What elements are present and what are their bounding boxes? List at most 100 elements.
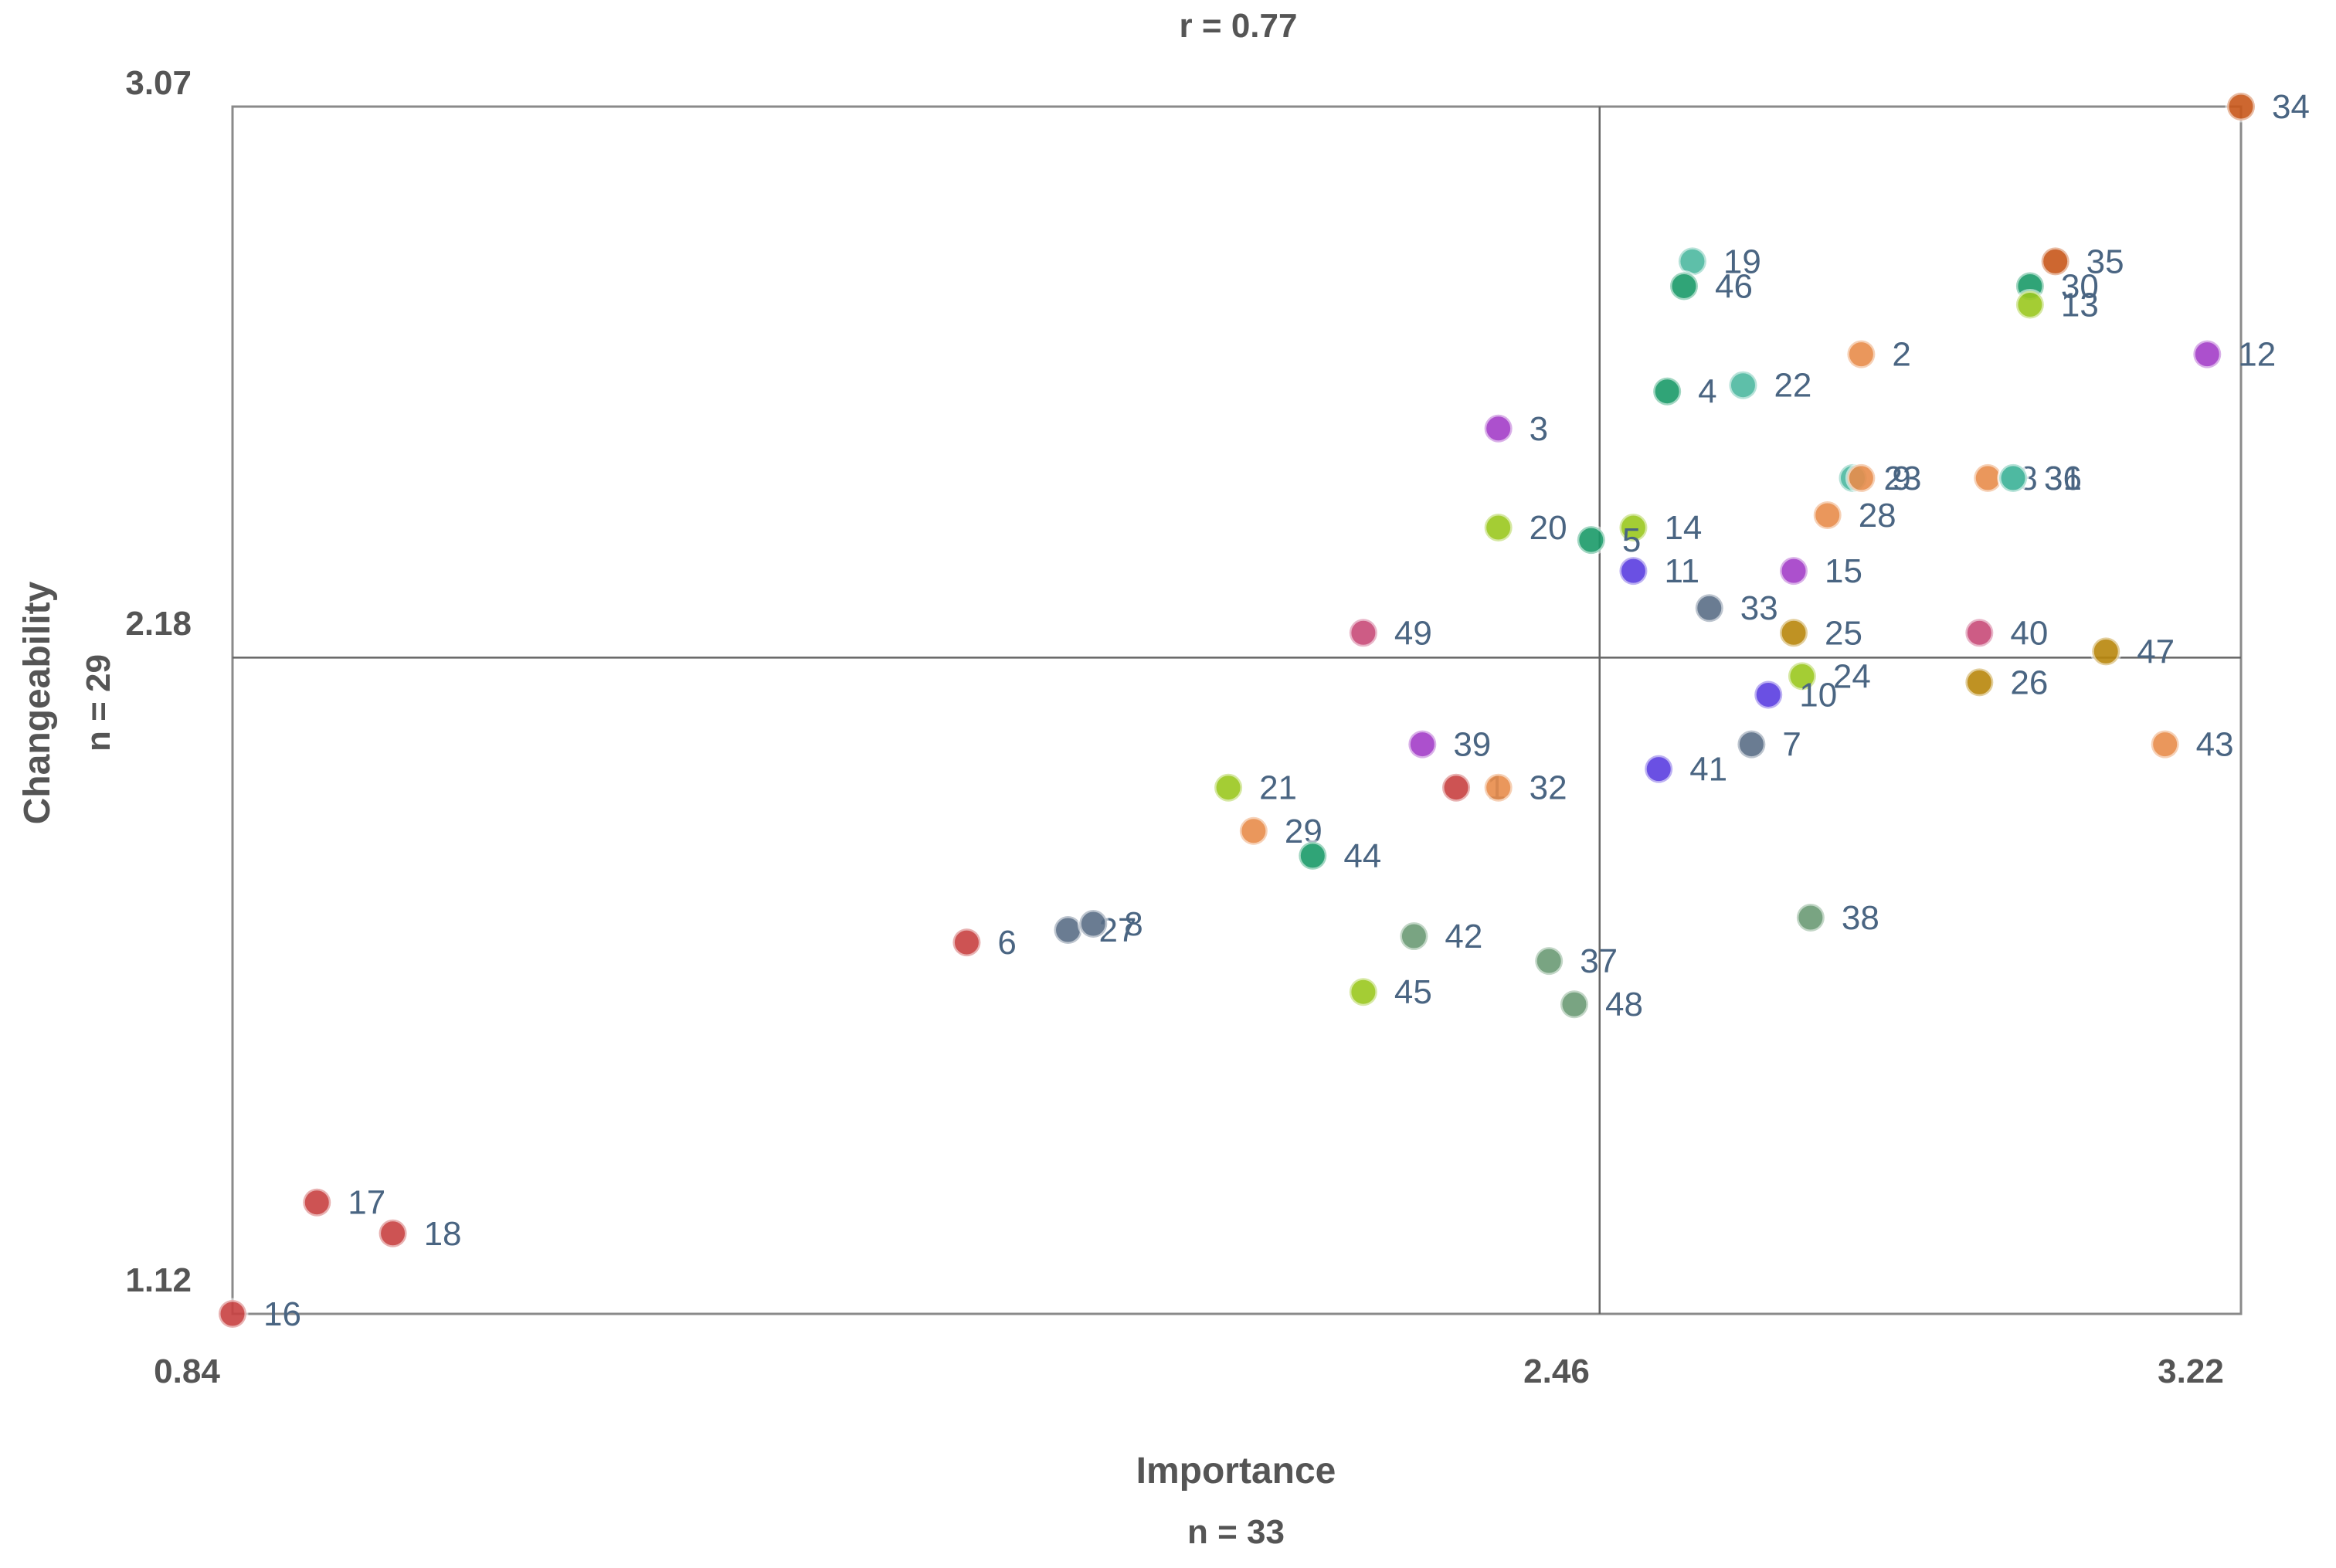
data-point-marker	[1296, 840, 1329, 872]
data-point: 6	[950, 924, 1017, 962]
data-point-marker	[1052, 914, 1085, 946]
data-point-marker	[1347, 976, 1380, 1008]
data-point-marker	[1482, 412, 1515, 445]
data-point-marker	[1963, 616, 1995, 649]
data-point-marker	[2149, 728, 2182, 761]
data-point-label: 39	[1453, 726, 1491, 764]
data-point: 26	[1963, 664, 2048, 701]
data-point: 21	[1212, 769, 1297, 807]
data-point: 22	[1727, 367, 1811, 405]
data-point-label: 9	[1892, 460, 1910, 497]
data-point: 9	[1845, 460, 1911, 497]
data-point: 46	[1668, 267, 1753, 305]
data-point: 18	[377, 1215, 462, 1253]
data-point-label: 15	[1825, 552, 1862, 590]
data-point-label: 33	[1740, 589, 1778, 627]
data-point-marker	[1811, 499, 1844, 531]
data-point: 16	[216, 1295, 301, 1333]
data-point-marker	[1617, 555, 1649, 587]
data-point-label: 34	[2272, 88, 2310, 126]
data-point: 43	[2149, 726, 2234, 764]
data-point-marker	[1693, 592, 1726, 624]
data-point-label: 18	[424, 1215, 462, 1253]
data-point-marker	[377, 1217, 409, 1250]
data-point-label: 16	[263, 1295, 301, 1333]
chart-texts: r = 0.77 3.07 2.18 1.12 0.84 2.46 3.22 I…	[17, 7, 2224, 1551]
data-point: 3	[1482, 410, 1548, 448]
data-point: 28	[1811, 497, 1896, 535]
data-point-label: 49	[1394, 614, 1432, 652]
data-point-marker	[1575, 524, 1608, 556]
data-point-marker	[1238, 815, 1270, 847]
data-point-marker	[1397, 920, 1430, 952]
data-point-label: 23	[1883, 460, 1921, 497]
data-point-marker	[950, 926, 983, 959]
data-point-label: 44	[1343, 837, 1381, 875]
data-point-marker	[1845, 338, 1877, 371]
data-point-label: 31	[2044, 460, 2082, 497]
data-point-label: 38	[1842, 899, 1879, 937]
data-point: 42	[1397, 918, 1482, 955]
data-point-label: 12	[2238, 336, 2276, 374]
x-tick-label-mid: 2.46	[1523, 1352, 1590, 1390]
data-point-marker	[1533, 945, 1565, 977]
y-axis-sublabel: n = 29	[80, 654, 117, 752]
data-point-label: 6	[997, 924, 1016, 962]
data-point-label: 35	[2086, 243, 2124, 280]
data-point: 8	[1077, 905, 1143, 943]
data-point-marker	[1752, 678, 1784, 711]
data-point-label: 10	[1799, 676, 1837, 714]
data-point-label: 45	[1394, 973, 1432, 1011]
data-point: 34	[2225, 88, 2310, 126]
data-point-label: 17	[348, 1184, 385, 1222]
data-point-label: 11	[1664, 552, 1699, 590]
data-point-label: 5	[1622, 521, 1641, 559]
data-point: 39	[1406, 726, 1491, 764]
y-tick-label-bottom: 1.12	[125, 1261, 192, 1299]
y-tick-label-top: 3.07	[125, 64, 192, 102]
data-point: 25	[1777, 614, 1862, 652]
data-point-label: 25	[1825, 614, 1862, 652]
data-point-label: 28	[1859, 497, 1896, 535]
data-point-marker	[2039, 245, 2072, 277]
data-point: 33	[1693, 589, 1778, 627]
data-point-marker	[1077, 908, 1109, 940]
data-point: 48	[1558, 986, 1643, 1023]
data-point-label: 13	[2061, 286, 2099, 324]
data-point-label: 47	[2137, 633, 2175, 670]
data-point-label: 26	[2010, 664, 2048, 701]
data-point-marker	[2090, 635, 2122, 667]
data-point: 45	[1347, 973, 1432, 1011]
data-point: 32	[1482, 769, 1567, 807]
data-point-marker	[1212, 772, 1244, 804]
data-point-label: 21	[1259, 769, 1297, 807]
data-point-marker	[1735, 728, 1767, 761]
data-point-marker	[1668, 270, 1700, 302]
data-point-label: 30	[2061, 267, 2099, 305]
data-point: 4	[1651, 373, 1717, 411]
data-point: 47	[2090, 633, 2175, 670]
data-point-label: 3	[1530, 410, 1548, 448]
data-point-marker	[1482, 772, 1515, 804]
data-point-label: 48	[1605, 986, 1643, 1023]
data-point-marker	[1845, 462, 1877, 494]
data-point: 35	[2039, 243, 2124, 280]
data-point-marker	[1777, 616, 1810, 649]
data-point-label: 20	[1530, 509, 1567, 547]
data-point-marker	[1786, 660, 1818, 692]
x-tick-label-right: 3.22	[2158, 1352, 2224, 1390]
x-axis-sublabel: n = 33	[1187, 1513, 1285, 1551]
data-point: 44	[1296, 837, 1381, 875]
data-point: 24	[1786, 657, 1871, 695]
data-point-marker	[1482, 511, 1515, 544]
data-points: 3419463530132124223239831362820145111533…	[216, 88, 2310, 1333]
data-point: 5	[1575, 521, 1641, 559]
data-point-label: 22	[1774, 367, 1811, 405]
data-point: 38	[1794, 899, 1879, 937]
data-point-marker	[1642, 753, 1675, 786]
data-point-label: 32	[1530, 769, 1567, 807]
data-point: 19	[1676, 243, 1761, 280]
data-point-label: 7	[1782, 726, 1801, 764]
data-point: 10	[1752, 676, 1837, 714]
x-tick-label-left: 0.84	[154, 1352, 220, 1390]
